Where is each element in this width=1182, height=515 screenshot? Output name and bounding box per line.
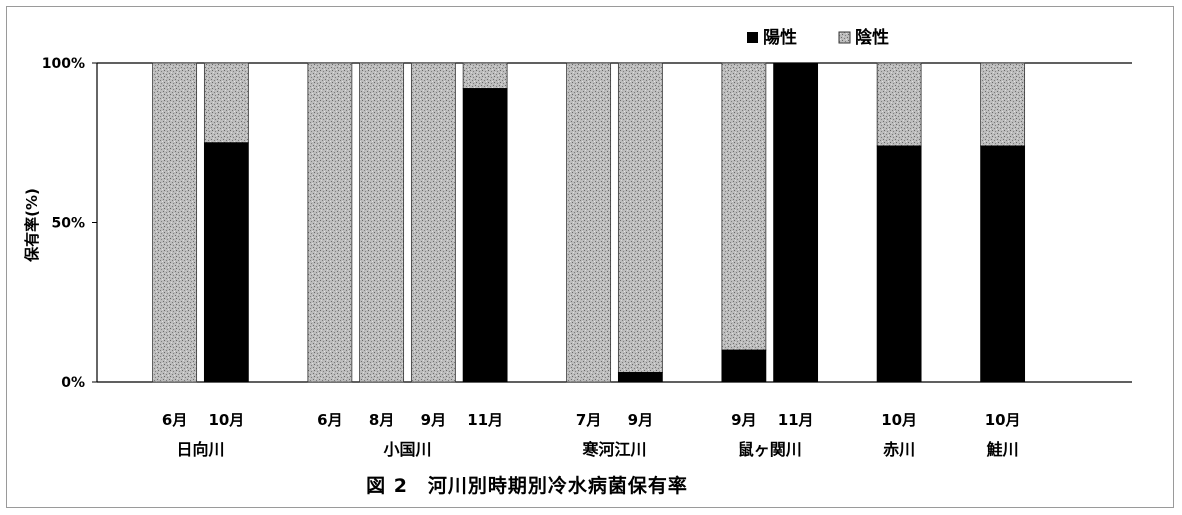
month-tick-label: 6月	[317, 411, 342, 429]
river-group-label: 鮭川	[986, 440, 1019, 459]
month-tick-label: 9月	[731, 411, 756, 429]
bar-negative	[721, 62, 767, 351]
month-tick-label: 11月	[778, 411, 814, 429]
month-tick-label: 10月	[881, 411, 917, 429]
figure-caption: 図 2 河川別時期別冷水病菌保有率	[366, 474, 688, 497]
month-tick-label: 7月	[576, 411, 601, 429]
bar-negative	[980, 62, 1026, 147]
bar-positive	[876, 145, 922, 383]
bar-negative	[410, 62, 456, 383]
bar-positive	[462, 88, 508, 383]
river-group-label: 日向川	[176, 440, 224, 459]
bar-positive	[203, 142, 249, 383]
month-tick-label: 10月	[208, 411, 244, 429]
bar-positive	[617, 372, 663, 383]
bar-negative	[152, 62, 198, 383]
month-tick-label: 10月	[985, 411, 1021, 429]
bar-negative	[617, 62, 663, 373]
legend-label: 陰性	[855, 27, 889, 48]
bar-negative	[307, 62, 353, 383]
river-group-label: 鼠ヶ関川	[738, 440, 802, 459]
bar-negative	[566, 62, 612, 383]
bar-positive	[721, 349, 767, 383]
river-group-label: 小国川	[383, 440, 431, 459]
y-tick-label: 0%	[61, 375, 85, 391]
legend: 陽性 陰性	[747, 27, 889, 48]
month-tick-label: 9月	[628, 411, 653, 429]
month-tick-label: 11月	[467, 411, 503, 429]
month-tick-label: 6月	[162, 411, 187, 429]
bar-negative	[876, 62, 922, 147]
bar-negative	[359, 62, 405, 383]
bar-positive	[773, 62, 819, 383]
chart-frame: 陽性 陰性 0% 50% 100% 6月 10月日向川 6月 8月 9月 11月小国川 7月 9月寒河…	[6, 6, 1174, 508]
bar-negative	[203, 62, 249, 144]
y-tick-label: 100%	[42, 56, 85, 72]
legend-swatch-positive	[747, 32, 758, 43]
legend-swatch-negative	[838, 31, 851, 44]
river-group-label: 寒河江川	[581, 440, 646, 459]
y-tick-label: 50%	[51, 216, 85, 232]
river-group-label: 赤川	[883, 440, 915, 459]
bar-negative	[462, 62, 508, 89]
month-tick-label: 9月	[421, 411, 446, 429]
month-tick-label: 8月	[369, 411, 394, 429]
bar-positive	[980, 145, 1026, 383]
legend-label: 陽性	[763, 27, 797, 48]
y-axis-label: 保有率(%)	[23, 188, 41, 263]
